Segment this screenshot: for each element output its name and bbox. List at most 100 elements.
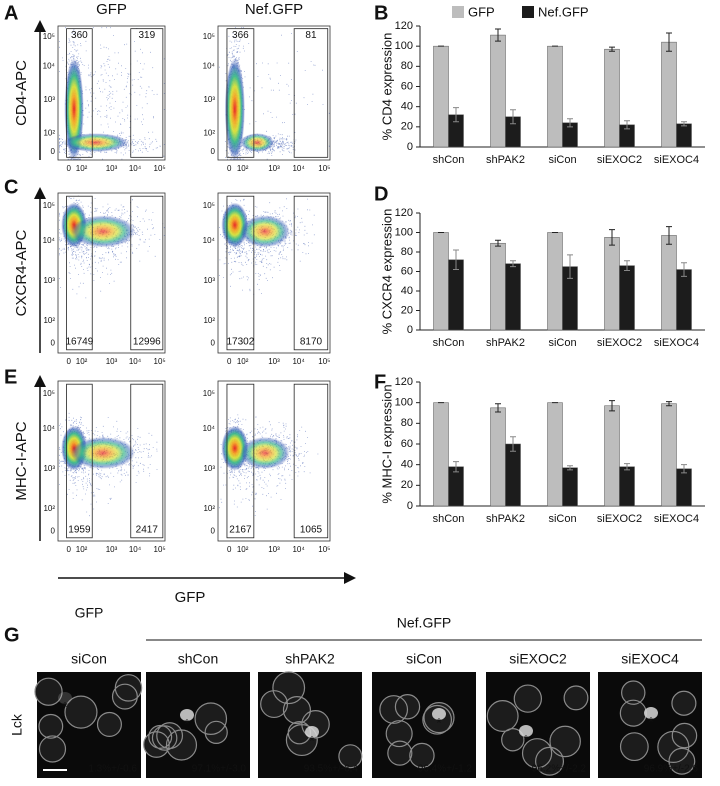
cell-outlines [34, 674, 143, 763]
lck-cluster [305, 726, 319, 738]
bar [433, 45, 449, 148]
legend-swatch [522, 6, 534, 18]
bar [547, 45, 563, 148]
bar [505, 263, 521, 331]
y-tick-label: 60 [401, 438, 413, 450]
bar [619, 265, 635, 331]
error-bar [453, 249, 459, 271]
lck-cluster [58, 692, 72, 704]
gate-count: 81 [305, 30, 317, 41]
error-bar [453, 107, 459, 123]
x-tick-label: 10⁵ [318, 164, 330, 173]
flow-y-label: MHC-I-APC [13, 421, 30, 500]
y-tick-label: 0 [407, 500, 413, 512]
density-core [70, 437, 136, 469]
error-bar [453, 461, 459, 473]
flow-plot [217, 192, 331, 354]
flow-y-label: CXCR4-APC [13, 229, 30, 316]
group-label: Nef.GFP [397, 615, 451, 631]
flow-x-label: GFP [175, 589, 206, 606]
lck-cluster [644, 707, 658, 719]
x-tick-label: 0 [66, 357, 71, 366]
x-tick-label: 10² [76, 164, 88, 173]
x-tick-label: 10⁴ [129, 164, 142, 173]
y-tick-label: 10⁵ [203, 32, 215, 41]
y-tick-label: 40 [401, 459, 413, 471]
density-core [70, 215, 136, 248]
y-axis-label: % MHC-I expression [379, 384, 394, 503]
panel-label: E [4, 366, 17, 388]
x-tick-label: 0 [66, 545, 71, 554]
x-tick-label: 10³ [268, 357, 280, 366]
y-tick-label: 0 [211, 147, 216, 156]
y-tick-label: 10² [203, 504, 215, 513]
x-tick-label: 10² [237, 545, 249, 554]
x-tick-label: 10⁵ [318, 357, 330, 366]
density-core [221, 202, 249, 248]
bar [448, 466, 464, 507]
lck-cluster [519, 725, 533, 737]
x-tick-label: shPAK2 [486, 337, 525, 349]
error-bar [495, 239, 501, 247]
gate [66, 195, 93, 351]
y-tick-label: 80 [401, 246, 413, 258]
y-tick-label: 20 [401, 121, 413, 133]
y-tick-label: 10² [43, 128, 55, 137]
flow-plot [57, 192, 166, 354]
x-tick-label: shCon [433, 154, 465, 166]
panel-label: F [374, 371, 386, 393]
flow-plot [217, 25, 331, 161]
gate [66, 28, 93, 158]
x-tick-label: shPAK2 [486, 154, 525, 166]
density-core [240, 215, 290, 248]
error-bar [624, 260, 630, 272]
x-tick-label: 0 [227, 164, 232, 173]
flow-events [59, 131, 165, 157]
y-tick-label: 10⁴ [203, 424, 216, 433]
x-tick-label: 10³ [106, 357, 118, 366]
bar [619, 466, 635, 507]
error-bar [510, 109, 516, 125]
gate-count: 319 [138, 30, 155, 41]
cell-marker: * [648, 714, 654, 730]
flow-y-label: CD4-APC [13, 60, 30, 126]
x-tick-label: 10⁴ [292, 357, 305, 366]
x-tick-label: 10⁵ [318, 545, 330, 554]
x-tick-label: 10² [237, 357, 249, 366]
y-tick-label: 20 [401, 304, 413, 316]
x-tick-label: shCon [433, 337, 465, 349]
x-tick-label: 10⁴ [129, 357, 142, 366]
cell-marker: * [436, 715, 442, 731]
y-tick-label: 10⁴ [203, 236, 216, 245]
y-tick-label: 10⁵ [43, 201, 55, 210]
gate-count: 366 [232, 30, 249, 41]
cell-marker: * [523, 732, 529, 748]
x-tick-label: siCon [548, 513, 576, 525]
gate [130, 28, 164, 158]
y-tick-label: 10³ [203, 276, 215, 285]
y-tick-label: 80 [401, 60, 413, 72]
x-tick-label: 0 [227, 357, 232, 366]
y-tick-label: 100 [395, 40, 413, 52]
gate [130, 195, 164, 351]
cell-marker: * [184, 716, 190, 732]
x-tick-label: siCon [548, 154, 576, 166]
legend-label: Nef.GFP [538, 4, 589, 19]
gate-count: 16749 [65, 336, 93, 347]
x-tick-label: 10⁴ [292, 164, 305, 173]
x-tick-label: siEXOC4 [654, 337, 699, 349]
percent-label: 93.5%+/-6.4 [304, 764, 359, 775]
y-tick-label: 10³ [203, 95, 215, 104]
x-tick-label: 10⁴ [129, 545, 142, 554]
bar [604, 237, 620, 331]
condition-label: siEXOC4 [621, 651, 679, 667]
gate-count: 1959 [68, 524, 91, 535]
flow-plot [217, 380, 331, 542]
y-tick-label: 10² [43, 316, 55, 325]
x-tick-label: 0 [227, 545, 232, 554]
x-tick-label: siEXOC2 [597, 154, 642, 166]
error-bar [624, 120, 630, 130]
y-tick-label: 0 [407, 324, 413, 336]
gate-count: 2167 [229, 524, 252, 535]
y-tick-label: 0 [211, 527, 216, 536]
